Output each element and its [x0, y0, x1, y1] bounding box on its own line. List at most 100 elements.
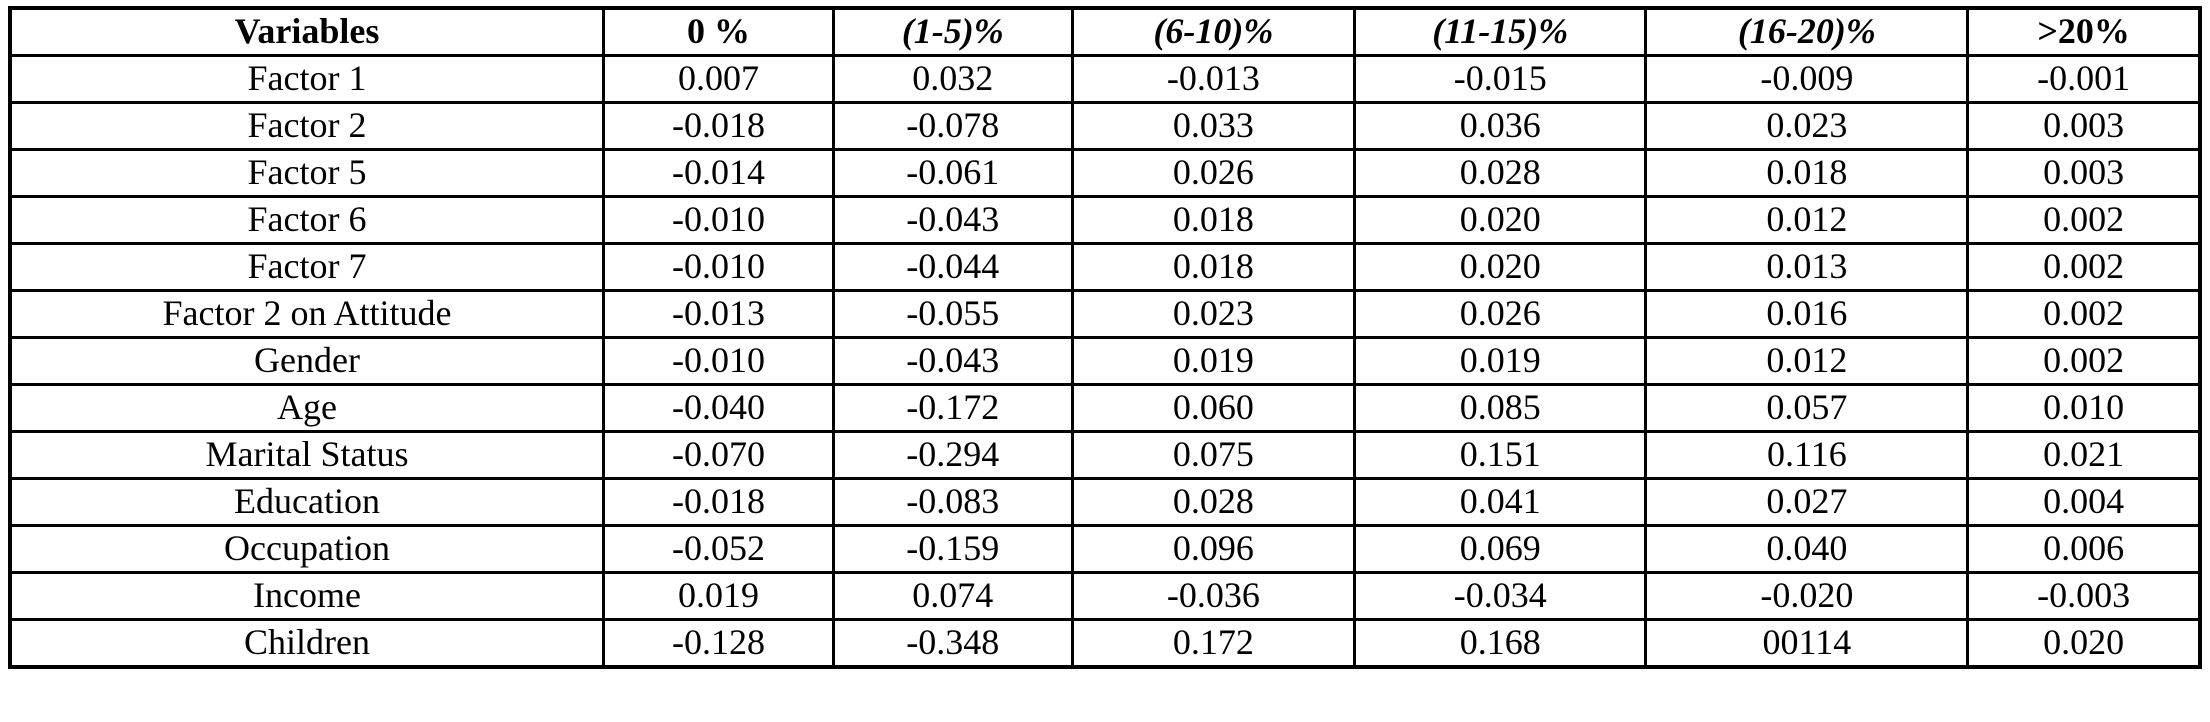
- table-row: Education -0.018 -0.083 0.028 0.041 0.027 0.00…: [8, 477, 2202, 527]
- value-cell: 0.019: [1070, 336, 1357, 386]
- value-cell: 0.057: [1644, 383, 1970, 433]
- value-cell: 0.041: [1353, 477, 1648, 527]
- value-cell: -0.061: [831, 148, 1074, 198]
- value-cell: -0.014: [602, 148, 835, 198]
- table-row: Occupation -0.052 -0.159 0.096 0.069 0.040 0.0…: [8, 524, 2202, 574]
- variable-name-cell: Factor 5: [8, 148, 605, 198]
- column-header-0: Variables: [8, 6, 605, 57]
- value-cell: -0.010: [602, 242, 835, 292]
- table-row: Marital Status -0.070 -0.294 0.075 0.151 0.11…: [8, 430, 2202, 480]
- value-cell: 0.002: [1966, 289, 2202, 339]
- value-cell: -0.013: [1070, 54, 1357, 104]
- value-cell: 0.069: [1353, 524, 1648, 574]
- value-cell: -0.018: [602, 477, 835, 527]
- value-cell: -0.083: [831, 477, 1074, 527]
- value-cell: 0.033: [1070, 101, 1357, 151]
- value-cell: 0.172: [1070, 618, 1357, 669]
- value-cell: -0.078: [831, 101, 1074, 151]
- value-cell: 0.010: [1966, 383, 2202, 433]
- value-cell: 0.003: [1966, 148, 2202, 198]
- header-row: Variables 0 % (1-5)% (6-10)% (11-15)% (16-20)…: [8, 6, 2202, 57]
- value-cell: 0.004: [1966, 477, 2202, 527]
- variable-name-cell: Factor 7: [8, 242, 605, 292]
- value-cell: -0.013: [602, 289, 835, 339]
- value-cell: 0.021: [1966, 430, 2202, 480]
- value-cell: -0.003: [1966, 571, 2202, 621]
- value-cell: 0.012: [1644, 336, 1970, 386]
- table-row: Factor 6 -0.010 -0.043 0.018 0.020 0.012 0.002: [8, 195, 2202, 245]
- value-cell: -0.040: [602, 383, 835, 433]
- value-cell: -0.010: [602, 195, 835, 245]
- value-cell: 0.036: [1353, 101, 1648, 151]
- value-cell: 0.028: [1070, 477, 1357, 527]
- value-cell: 0.018: [1070, 242, 1357, 292]
- column-header-6: >20%: [1966, 6, 2202, 57]
- value-cell: 0.020: [1353, 195, 1648, 245]
- value-cell: 0.006: [1966, 524, 2202, 574]
- variable-name-cell: Income: [8, 571, 605, 621]
- value-cell: 0.027: [1644, 477, 1970, 527]
- value-cell: 0.028: [1353, 148, 1648, 198]
- value-cell: 0.060: [1070, 383, 1357, 433]
- table-row: Factor 1 0.007 0.032 -0.013 -0.015 -0.009 -0.0…: [8, 54, 2202, 104]
- value-cell: 0.023: [1070, 289, 1357, 339]
- value-cell: 0.018: [1070, 195, 1357, 245]
- value-cell: 0.151: [1353, 430, 1648, 480]
- column-header-1: 0 %: [602, 6, 835, 57]
- value-cell: -0.159: [831, 524, 1074, 574]
- value-cell: 0.002: [1966, 242, 2202, 292]
- value-cell: -0.034: [1353, 571, 1648, 621]
- value-cell: -0.001: [1966, 54, 2202, 104]
- variable-name-cell: Occupation: [8, 524, 605, 574]
- value-cell: -0.015: [1353, 54, 1648, 104]
- variable-name-cell: Age: [8, 383, 605, 433]
- table-row: Gender -0.010 -0.043 0.019 0.019 0.012 0.002: [8, 336, 2202, 386]
- value-cell: -0.009: [1644, 54, 1970, 104]
- value-cell: -0.043: [831, 336, 1074, 386]
- value-cell: 0.096: [1070, 524, 1357, 574]
- value-cell: 0.019: [1353, 336, 1648, 386]
- value-cell: 0.016: [1644, 289, 1970, 339]
- variable-name-cell: Education: [8, 477, 605, 527]
- table-row: Factor 7 -0.010 -0.044 0.018 0.020 0.013 0.002: [8, 242, 2202, 292]
- value-cell: 0.116: [1644, 430, 1970, 480]
- value-cell: 0.003: [1966, 101, 2202, 151]
- value-cell: 0.013: [1644, 242, 1970, 292]
- value-cell: -0.020: [1644, 571, 1970, 621]
- value-cell: -0.043: [831, 195, 1074, 245]
- value-cell: -0.348: [831, 618, 1074, 669]
- value-cell: -0.128: [602, 618, 835, 669]
- variable-name-cell: Gender: [8, 336, 605, 386]
- variable-name-cell: Marital Status: [8, 430, 605, 480]
- variable-name-cell: Factor 6: [8, 195, 605, 245]
- value-cell: 0.026: [1353, 289, 1648, 339]
- value-cell: -0.018: [602, 101, 835, 151]
- value-cell: 0.040: [1644, 524, 1970, 574]
- value-cell: 0.018: [1644, 148, 1970, 198]
- column-header-3: (6-10)%: [1070, 6, 1357, 57]
- value-cell: -0.052: [602, 524, 835, 574]
- value-cell: 0.002: [1966, 195, 2202, 245]
- value-cell: 0.012: [1644, 195, 1970, 245]
- table-row: Factor 2 -0.018 -0.078 0.033 0.036 0.023 0.003: [8, 101, 2202, 151]
- value-cell: 0.085: [1353, 383, 1648, 433]
- value-cell: 0.020: [1353, 242, 1648, 292]
- variable-name-cell: Children: [8, 618, 605, 669]
- value-cell: -0.172: [831, 383, 1074, 433]
- table-row: Factor 5 -0.014 -0.061 0.026 0.028 0.018 0.003: [8, 148, 2202, 198]
- column-header-2: (1-5)%: [831, 6, 1074, 57]
- value-cell: 0.074: [831, 571, 1074, 621]
- value-cell: 00114: [1644, 618, 1970, 669]
- column-header-4: (11-15)%: [1353, 6, 1648, 57]
- value-cell: -0.010: [602, 336, 835, 386]
- value-cell: 0.075: [1070, 430, 1357, 480]
- column-header-5: (16-20)%: [1644, 6, 1970, 57]
- value-cell: 0.023: [1644, 101, 1970, 151]
- table-row: Income 0.019 0.074 -0.036 -0.034 -0.020 -0.003: [8, 571, 2202, 621]
- value-cell: -0.055: [831, 289, 1074, 339]
- value-cell: 0.020: [1966, 618, 2202, 669]
- value-cell: 0.026: [1070, 148, 1357, 198]
- value-cell: -0.070: [602, 430, 835, 480]
- variable-name-cell: Factor 1: [8, 54, 605, 104]
- value-cell: 0.019: [602, 571, 835, 621]
